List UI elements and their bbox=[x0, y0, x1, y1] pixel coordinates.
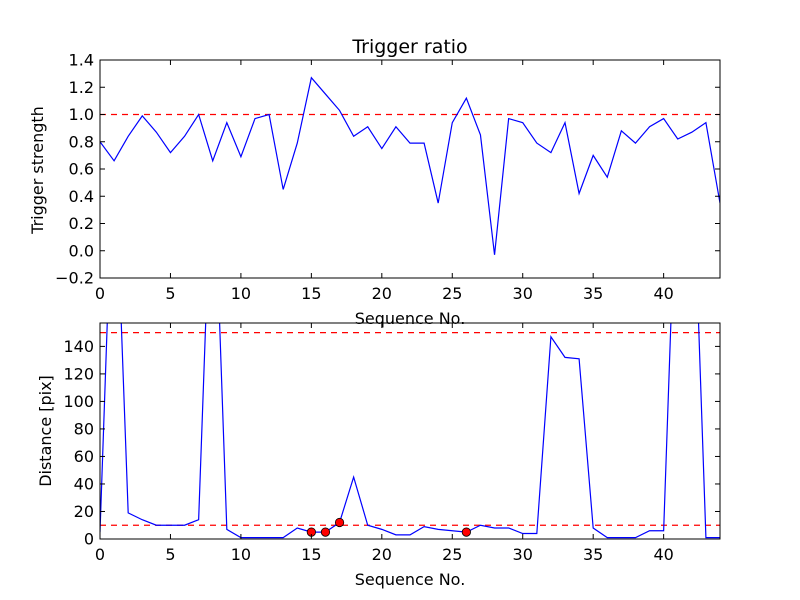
y-tick-label: 0.6 bbox=[69, 160, 94, 179]
x-tick-label: 30 bbox=[513, 284, 533, 303]
y-tick-label: 1.4 bbox=[69, 51, 94, 70]
y-tick-label: 1.0 bbox=[69, 105, 94, 124]
distance-chart: Sequence No. Distance [pix] 0 5 10 15 20 25 30… bbox=[36, 322, 721, 589]
y-axis-label: Trigger strength bbox=[28, 106, 47, 235]
x-tick-label: 40 bbox=[653, 284, 673, 303]
y-tick-label: 0 bbox=[84, 530, 94, 549]
y-tick-label: 80 bbox=[74, 419, 94, 438]
x-tick-label: 15 bbox=[301, 284, 321, 303]
chart-title: Trigger ratio bbox=[351, 36, 467, 58]
y-tick-label: 40 bbox=[74, 474, 94, 493]
x-tick-label: 5 bbox=[165, 284, 175, 303]
y-tick-label: 120 bbox=[63, 364, 94, 383]
y-tick-label: 0.8 bbox=[69, 132, 94, 151]
x-tick-label: 35 bbox=[583, 284, 603, 303]
x-tick-label: 10 bbox=[231, 545, 251, 564]
data-point bbox=[461, 527, 471, 537]
x-tick-label: 40 bbox=[653, 545, 673, 564]
x-tick-label: 5 bbox=[165, 545, 175, 564]
plot-area bbox=[100, 323, 720, 539]
series-line bbox=[100, 76, 720, 255]
x-axis-label: Sequence No. bbox=[355, 570, 466, 589]
data-point bbox=[334, 517, 345, 528]
x-tick-label: 20 bbox=[372, 284, 392, 303]
x-tick-label: 15 bbox=[301, 545, 321, 564]
y-tick-label: −0.2 bbox=[55, 269, 94, 288]
series-line bbox=[100, 323, 720, 539]
x-tick-label: 0 bbox=[95, 545, 105, 564]
y-tick-label: 20 bbox=[74, 502, 94, 521]
x-tick-label: 10 bbox=[231, 284, 251, 303]
y-tick-label: 140 bbox=[63, 337, 94, 356]
axes-frame bbox=[99, 322, 721, 540]
x-axis-label: Sequence No. bbox=[355, 309, 466, 328]
data-point bbox=[320, 527, 331, 537]
plot-area bbox=[100, 76, 720, 255]
x-tick-label: 30 bbox=[513, 545, 533, 564]
y-tick-label: 1.2 bbox=[69, 78, 94, 97]
x-tick-label: 25 bbox=[442, 545, 462, 564]
x-tick-label: 25 bbox=[442, 284, 462, 303]
y-tick-label: 0.0 bbox=[69, 241, 94, 260]
x-tick-label: 20 bbox=[372, 545, 392, 564]
y-tick-label: 0.4 bbox=[69, 187, 94, 206]
y-tick-label: 100 bbox=[63, 392, 94, 411]
trigger-ratio-chart: Trigger ratio Sequence No. Trigger stren… bbox=[28, 36, 721, 328]
x-tick-label: 0 bbox=[95, 284, 105, 303]
y-tick-label: 60 bbox=[74, 447, 94, 466]
y-axis-label: Distance [pix] bbox=[36, 375, 55, 487]
x-tick-label: 35 bbox=[583, 545, 603, 564]
y-tick-label: 0.2 bbox=[69, 214, 94, 233]
